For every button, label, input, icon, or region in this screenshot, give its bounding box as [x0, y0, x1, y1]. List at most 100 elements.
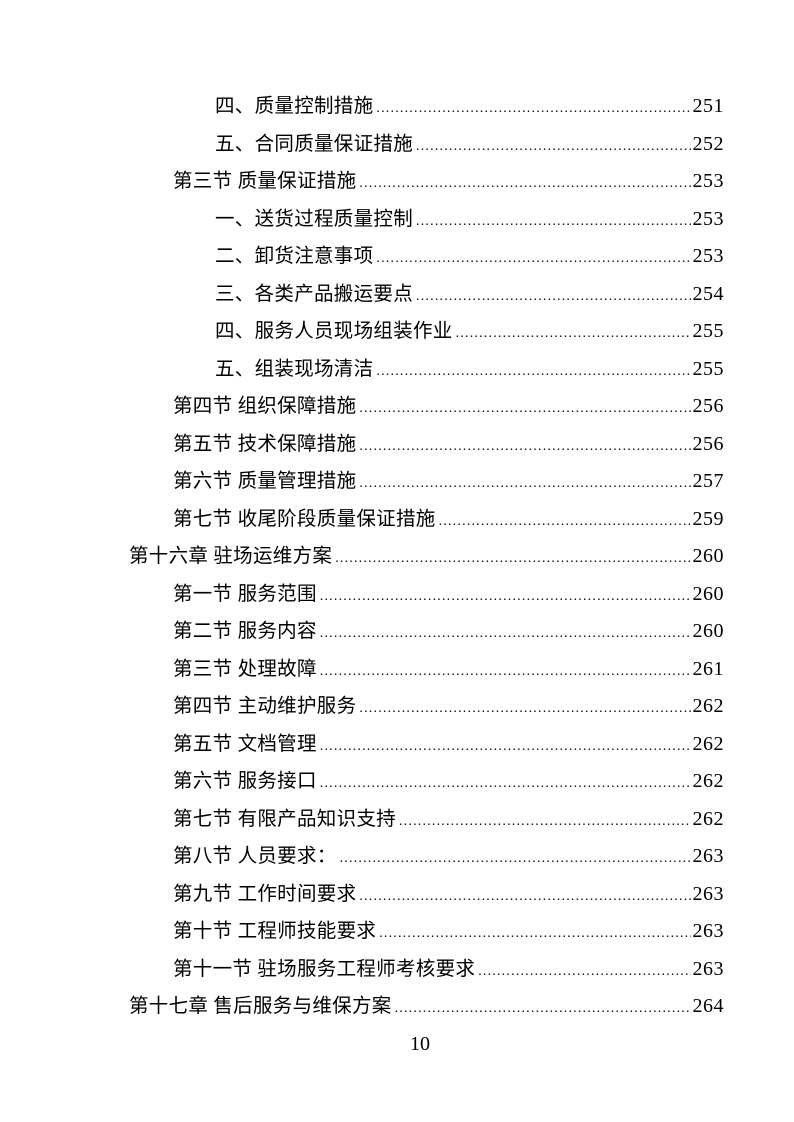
toc-entry-page-number: 261 [692, 657, 724, 680]
toc-entry-page-number: 260 [692, 545, 724, 567]
toc-entry[interactable]: 第四节 组织保障措施 256 [129, 388, 724, 426]
toc-entry-page-number: 253 [692, 207, 724, 230]
toc-leader-dots [395, 990, 691, 1028]
toc-entry-title: 第五节 文档管理 [173, 733, 317, 755]
toc-entry-title: 第三节 处理故障 [173, 658, 317, 680]
toc-entry-title: 第八节 人员要求： [173, 846, 337, 867]
toc-entry-title: 四、质量控制措施 [215, 96, 374, 117]
toc-entry-page-number: 255 [692, 320, 724, 342]
toc-entry[interactable]: 第六节 服务接口 262 [129, 763, 724, 801]
toc-entry-page-number: 253 [692, 245, 724, 267]
toc-leader-dots [359, 690, 690, 728]
toc-entry[interactable]: 第三节 质量保证措施 253 [129, 163, 724, 201]
toc-leader-dots [320, 578, 691, 616]
toc-entry[interactable]: 第十一节 驻场服务工程师考核要求 263 [129, 951, 724, 989]
toc-entry-page-number: 251 [692, 95, 724, 117]
toc-entry[interactable]: 第五节 文档管理 262 [129, 726, 724, 764]
toc-entry[interactable]: 第四节 主动维护服务 262 [129, 688, 724, 726]
toc-entry-page-number: 262 [692, 770, 724, 792]
toc-entry-title: 第七节 收尾阶段质量保证措施 [173, 508, 436, 530]
toc-leader-dots [359, 878, 690, 916]
toc-entry-title: 第一节 服务范围 [173, 583, 317, 605]
toc-leader-dots [359, 428, 690, 466]
toc-leader-dots [335, 540, 690, 578]
toc-entry-title: 第四节 组织保障措施 [173, 396, 357, 417]
toc-entry-title: 第五节 技术保障措施 [173, 433, 357, 455]
toc-leader-dots [439, 503, 691, 541]
toc-entry-page-number: 263 [692, 920, 724, 942]
toc-leader-dots [416, 128, 690, 166]
toc-entry-page-number: 252 [692, 132, 724, 155]
footer-page-number: 10 [410, 1033, 430, 1055]
toc-leader-dots [376, 240, 690, 278]
toc-entry[interactable]: 五、合同质量保证措施 252 [129, 126, 724, 164]
toc-entry-title: 第七节 有限产品知识支持 [173, 808, 396, 830]
toc-entry[interactable]: 第二节 服务内容 260 [129, 613, 724, 651]
toc-entry-page-number: 262 [692, 807, 724, 830]
toc-entry[interactable]: 第十七章 售后服务与维保方案 264 [129, 988, 724, 1026]
toc-leader-dots [320, 615, 691, 653]
toc-entry-page-number: 262 [692, 732, 724, 755]
toc-entry-page-number: 260 [692, 620, 724, 642]
toc-entry-title: 第九节 工作时间要求 [173, 883, 357, 905]
toc-leader-dots [359, 465, 690, 503]
toc-entry[interactable]: 第六节 质量管理措施 257 [129, 463, 724, 501]
toc-entry[interactable]: 五、组装现场清洁 255 [129, 351, 724, 389]
toc-entry-page-number: 263 [692, 957, 724, 980]
toc-entry-page-number: 253 [692, 170, 724, 192]
toc-leader-dots [416, 203, 690, 241]
toc-entry[interactable]: 第十六章 驻场运维方案 260 [129, 538, 724, 576]
toc-entry-page-number: 262 [692, 695, 724, 717]
toc-leader-dots [320, 765, 691, 803]
toc-entry-title: 五、组装现场清洁 [215, 358, 374, 380]
toc-entry-title: 三、各类产品搬运要点 [215, 283, 414, 305]
toc-leader-dots [340, 840, 691, 878]
toc-entry-title: 二、卸货注意事项 [215, 246, 374, 267]
toc-entry-title: 第三节 质量保证措施 [173, 171, 357, 192]
toc-entry-title: 第十一节 驻场服务工程师考核要求 [173, 958, 476, 980]
toc-entry[interactable]: 四、服务人员现场组装作业 255 [129, 313, 724, 351]
toc-entry-page-number: 260 [692, 582, 724, 605]
toc-entry[interactable]: 第七节 收尾阶段质量保证措施 259 [129, 501, 724, 539]
toc-entry-title: 第十节 工程师技能要求 [173, 921, 377, 942]
toc-entry-title: 一、送货过程质量控制 [215, 208, 414, 230]
toc-entry[interactable]: 第九节 工作时间要求 263 [129, 876, 724, 914]
toc-entry[interactable]: 第八节 人员要求： 263 [129, 838, 724, 876]
table-of-contents: 四、质量控制措施 251 五、合同质量保证措施 252 第三节 质量保证措施 2… [129, 88, 724, 1026]
toc-leader-dots [399, 803, 691, 841]
toc-leader-dots [359, 390, 690, 428]
toc-entry[interactable]: 三、各类产品搬运要点 254 [129, 276, 724, 314]
toc-leader-dots [379, 915, 690, 953]
toc-entry-page-number: 254 [692, 282, 724, 305]
toc-entry-page-number: 263 [692, 882, 724, 905]
toc-entry-page-number: 255 [692, 357, 724, 380]
toc-entry-page-number: 256 [692, 432, 724, 455]
toc-entry[interactable]: 第五节 技术保障措施 256 [129, 426, 724, 464]
toc-entry-title: 第四节 主动维护服务 [173, 696, 357, 717]
toc-entry-page-number: 256 [692, 395, 724, 417]
toc-leader-dots [416, 278, 690, 316]
toc-entry[interactable]: 第十节 工程师技能要求 263 [129, 913, 724, 951]
toc-entry-title: 四、服务人员现场组装作业 [215, 321, 453, 342]
toc-entry-page-number: 259 [692, 507, 724, 530]
toc-entry[interactable]: 二、卸货注意事项 253 [129, 238, 724, 276]
toc-entry-title: 第十七章 售后服务与维保方案 [129, 996, 392, 1017]
toc-entry-page-number: 264 [692, 995, 724, 1017]
toc-leader-dots [320, 653, 691, 691]
toc-leader-dots [320, 728, 691, 766]
toc-leader-dots [359, 165, 690, 203]
toc-leader-dots [376, 353, 690, 391]
toc-entry-page-number: 263 [692, 845, 724, 867]
toc-leader-dots [456, 315, 691, 353]
toc-entry[interactable]: 第七节 有限产品知识支持 262 [129, 801, 724, 839]
toc-entry-title: 第六节 质量管理措施 [173, 471, 357, 492]
toc-entry-page-number: 257 [692, 470, 724, 492]
toc-entry[interactable]: 第一节 服务范围 260 [129, 576, 724, 614]
toc-entry-title: 第六节 服务接口 [173, 771, 317, 792]
toc-entry[interactable]: 四、质量控制措施 251 [129, 88, 724, 126]
toc-entry-title: 第二节 服务内容 [173, 621, 317, 642]
toc-entry[interactable]: 一、送货过程质量控制 253 [129, 201, 724, 239]
toc-entry[interactable]: 第三节 处理故障 261 [129, 651, 724, 689]
toc-leader-dots [376, 90, 690, 128]
